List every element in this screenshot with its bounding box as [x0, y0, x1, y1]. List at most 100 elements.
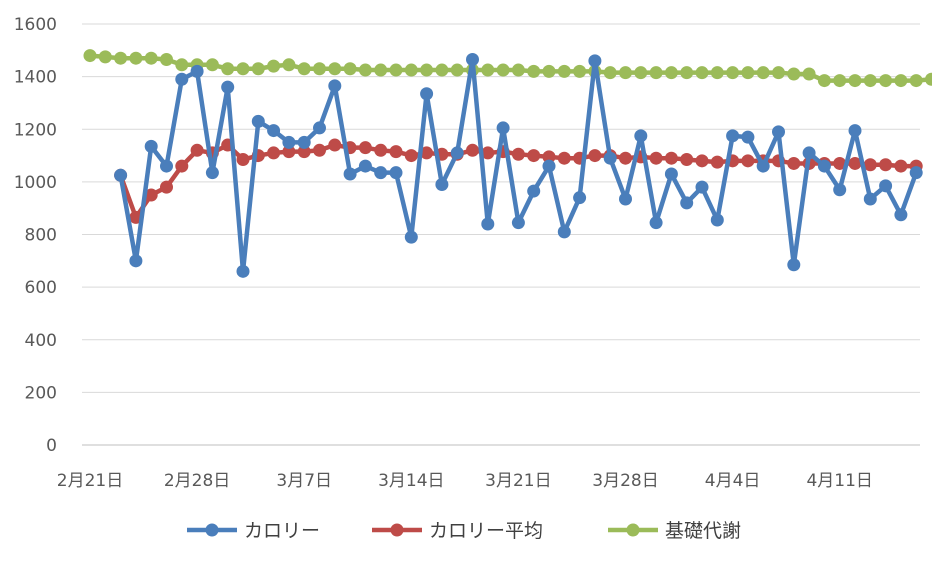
- data-point: [450, 146, 464, 160]
- data-point: [144, 139, 158, 153]
- data-point: [741, 66, 755, 80]
- data-point: [909, 166, 923, 180]
- data-point: [481, 63, 495, 77]
- data-point: [542, 159, 556, 173]
- data-point: [619, 192, 632, 206]
- x-tick-label: 4月4日: [705, 471, 761, 491]
- data-point: [756, 159, 770, 173]
- data-point: [190, 64, 204, 78]
- data-point: [114, 51, 128, 65]
- data-point: [129, 51, 143, 65]
- data-point: [741, 154, 755, 168]
- data-point: [619, 66, 632, 80]
- data-point: [863, 74, 877, 88]
- data-point: [848, 124, 862, 138]
- data-point: [603, 66, 617, 80]
- data-point: [267, 59, 281, 73]
- y-tick-label: 800: [25, 226, 57, 246]
- data-point: [236, 62, 250, 76]
- data-point: [588, 149, 602, 163]
- data-point: [313, 143, 326, 157]
- data-point: [374, 166, 388, 180]
- data-point: [297, 135, 311, 149]
- y-tick-label: 0: [46, 436, 57, 456]
- data-point: [190, 143, 204, 157]
- data-point: [634, 129, 648, 143]
- legend-label: 基礎代謝: [665, 520, 741, 542]
- data-point: [527, 149, 541, 163]
- data-point: [619, 151, 632, 165]
- x-tick-label: 2月28日: [164, 471, 230, 491]
- data-point: [557, 64, 571, 78]
- data-point: [710, 155, 724, 169]
- data-point: [481, 217, 495, 231]
- data-point: [114, 168, 128, 182]
- data-point: [542, 150, 556, 164]
- data-point: [833, 156, 847, 170]
- data-point: [389, 63, 403, 77]
- data-point: [251, 62, 265, 76]
- data-point: [205, 58, 219, 72]
- data-point: [267, 146, 281, 160]
- data-point: [802, 146, 816, 160]
- data-point: [925, 72, 932, 86]
- data-point: [282, 58, 296, 72]
- data-point: [144, 51, 158, 65]
- y-tick-label: 1600: [14, 15, 57, 35]
- data-point: [328, 62, 342, 76]
- y-tick-label: 200: [25, 383, 57, 403]
- data-point: [573, 64, 587, 78]
- data-point: [817, 159, 831, 173]
- data-point: [863, 158, 877, 172]
- data-point: [374, 63, 388, 77]
- legend-swatch-marker: [390, 523, 404, 537]
- data-point: [573, 191, 587, 205]
- data-point: [466, 143, 479, 157]
- data-point: [144, 188, 158, 202]
- data-point: [894, 208, 908, 222]
- data-point: [404, 63, 418, 77]
- data-point: [680, 153, 694, 167]
- legend: カロリー カロリー平均 基礎代謝: [187, 520, 741, 542]
- gridlines: [82, 23, 920, 446]
- data-point: [358, 63, 372, 77]
- data-point: [313, 121, 326, 135]
- data-point: [802, 67, 816, 81]
- data-point: [848, 74, 862, 88]
- data-point: [664, 151, 678, 165]
- data-point: [772, 66, 785, 80]
- data-point: [450, 63, 464, 77]
- data-point: [680, 196, 694, 210]
- data-point: [848, 156, 862, 170]
- data-point: [649, 66, 663, 80]
- data-point: [466, 53, 479, 67]
- data-point: [297, 145, 311, 159]
- legend-item: カロリー: [187, 520, 320, 542]
- data-point: [175, 159, 189, 173]
- data-point: [879, 158, 893, 172]
- data-point: [527, 64, 541, 78]
- data-point: [221, 80, 235, 94]
- data-point: [603, 151, 617, 165]
- data-point: [787, 156, 801, 170]
- y-axis-labels: 0 200 400 600 800 1000 1200 1400 1600: [14, 15, 57, 456]
- data-point: [634, 66, 648, 80]
- data-point: [710, 66, 724, 80]
- data-point: [83, 49, 97, 63]
- data-point: [664, 167, 678, 181]
- data-point: [374, 143, 388, 157]
- x-tick-label: 3月7日: [276, 471, 332, 491]
- y-tick-label: 1400: [14, 68, 57, 88]
- data-point: [420, 87, 434, 101]
- data-point: [833, 74, 847, 88]
- data-point: [358, 141, 372, 155]
- y-tick-label: 600: [25, 278, 57, 298]
- data-point: [98, 50, 112, 64]
- data-point: [511, 63, 525, 77]
- y-tick-label: 400: [25, 331, 57, 351]
- data-point: [175, 72, 189, 86]
- data-point: [160, 159, 173, 173]
- data-point: [588, 54, 602, 68]
- x-tick-label: 3月21日: [485, 471, 551, 491]
- data-point: [297, 62, 311, 76]
